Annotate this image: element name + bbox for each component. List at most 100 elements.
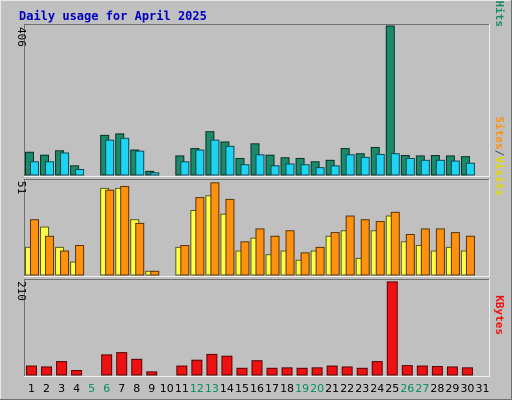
- visits-bar-sites-14: [225, 198, 235, 276]
- day-label-8: 8: [133, 382, 140, 395]
- kbytes-bar-kbytes-2: [41, 366, 53, 376]
- day-label-12: 12: [190, 382, 204, 395]
- legend-kbytes-panel: KBytes: [493, 295, 506, 335]
- day-label-7: 7: [118, 382, 125, 395]
- hits-bar-files-25: [390, 153, 400, 176]
- day-label-28: 28: [430, 382, 444, 395]
- hits-bar-files-17: [270, 165, 280, 176]
- day-label-20: 20: [310, 382, 324, 395]
- visits-bar-sites-27: [420, 228, 430, 276]
- kbytes-bar-kbytes-19: [296, 367, 308, 376]
- hits-bar-files-7: [120, 137, 130, 176]
- kbytes-legend-part-0: KBytes: [493, 295, 506, 335]
- day-label-30: 30: [460, 382, 474, 395]
- visits-bar-sites-28: [435, 228, 445, 276]
- visits-bar-sites-8: [135, 222, 145, 276]
- kbytes-bar-kbytes-24: [371, 361, 383, 376]
- visits-bar-sites-13: [210, 182, 220, 276]
- visits-bar-sites-4: [75, 245, 85, 276]
- visits-legend-part-1: /: [493, 150, 506, 157]
- visits-bar-sites-1: [30, 219, 39, 276]
- visits-bar-sites-26: [405, 233, 415, 276]
- day-label-11: 11: [175, 382, 189, 395]
- day-label-16: 16: [250, 382, 264, 395]
- day-label-3: 3: [58, 382, 65, 395]
- day-label-27: 27: [415, 382, 429, 395]
- visits-bar-sites-12: [195, 197, 205, 276]
- hits-bar-files-28: [435, 159, 445, 176]
- kbytes-bar-kbytes-11: [176, 365, 188, 376]
- hits-bar-files-16: [255, 154, 265, 176]
- hits-bar-files-29: [450, 160, 460, 176]
- day-label-1: 1: [28, 382, 35, 395]
- hits-bar-files-9: [150, 172, 160, 176]
- hits-bar-files-11: [180, 161, 190, 176]
- hits-bar-files-1: [30, 161, 39, 176]
- hits-ymax-label: 406: [15, 27, 28, 47]
- panel-visits: [24, 179, 490, 277]
- visits-bar-sites-22: [345, 215, 355, 276]
- kbytes-bar-kbytes-15: [236, 367, 248, 376]
- kbytes-bar-kbytes-12: [191, 359, 203, 376]
- day-label-31: 31: [475, 382, 489, 395]
- hits-bar-hits-17: [265, 154, 275, 176]
- kbytes-bar-kbytes-8: [131, 358, 143, 376]
- day-label-25: 25: [385, 382, 399, 395]
- hits-bar-files-26: [405, 157, 415, 176]
- hits-bar-hits-25: [385, 25, 395, 176]
- hits-bar-files-24: [375, 153, 385, 176]
- visits-bar-sites-24: [375, 221, 385, 276]
- visits-ymax-label: 51: [15, 181, 28, 194]
- panel-hits: [24, 24, 490, 177]
- kbytes-bar-kbytes-22: [341, 366, 353, 376]
- day-label-19: 19: [295, 382, 309, 395]
- hits-bar-files-12: [195, 149, 205, 176]
- kbytes-bar-kbytes-7: [116, 352, 128, 376]
- kbytes-bar-kbytes-17: [266, 367, 278, 376]
- visits-bar-sites-30: [465, 235, 475, 276]
- chart-title: Daily usage for April 2025: [19, 9, 207, 23]
- visits-bar-sites-25: [390, 211, 400, 276]
- visits-bar-sites-19: [300, 252, 310, 276]
- visits-bar-sites-3: [60, 250, 70, 276]
- visits-bar-sites-9: [150, 270, 160, 276]
- hits-bar-files-15: [240, 164, 250, 176]
- day-label-5: 5: [88, 382, 95, 395]
- kbytes-bar-kbytes-20: [311, 367, 323, 376]
- hits-legend-part-4: Hits: [493, 1, 506, 28]
- hits-bar-files-23: [360, 156, 370, 176]
- hits-bar-files-20: [315, 167, 325, 176]
- kbytes-bar-kbytes-23: [356, 367, 368, 376]
- day-label-22: 22: [340, 382, 354, 395]
- kbytes-bar-kbytes-14: [221, 355, 233, 376]
- legend-visits-panel: Sites/Visits: [493, 117, 506, 197]
- kbytes-bar-kbytes-21: [326, 365, 338, 376]
- visits-bar-sites-7: [120, 186, 130, 276]
- x-axis-day-labels: 1 2 3 4 5 6 7 8 9 10 11 12 13 14 15 16 17 18 19 20 21 22 23 24 2…: [28, 382, 489, 395]
- kbytes-bar-kbytes-27: [416, 365, 428, 376]
- hits-bar-files-22: [345, 154, 355, 176]
- visits-bar-sites-17: [270, 235, 280, 276]
- hits-bar-files-2: [45, 161, 55, 176]
- kbytes-bar-kbytes-26: [401, 365, 413, 376]
- kbytes-ymax-label: 210: [15, 281, 28, 301]
- day-label-26: 26: [400, 382, 414, 395]
- visits-bar-sites-2: [45, 235, 55, 276]
- day-label-4: 4: [73, 382, 80, 395]
- visits-bar-sites-15: [240, 241, 250, 276]
- day-label-23: 23: [355, 382, 369, 395]
- visits-bar-sites-16: [255, 228, 265, 276]
- kbytes-bar-kbytes-1: [26, 365, 37, 376]
- hits-bar-files-27: [420, 159, 430, 176]
- kbytes-bar-kbytes-4: [71, 370, 83, 376]
- hits-bar-files-8: [135, 150, 145, 176]
- hits-bar-files-19: [300, 164, 310, 176]
- kbytes-bar-kbytes-16: [251, 360, 263, 376]
- visits-bar-sites-11: [180, 245, 190, 276]
- day-label-24: 24: [370, 382, 384, 395]
- hits-legend-part-3: /: [493, 0, 506, 1]
- hits-bar-files-14: [225, 145, 235, 176]
- visits-bar-sites-18: [285, 230, 295, 276]
- day-label-18: 18: [280, 382, 294, 395]
